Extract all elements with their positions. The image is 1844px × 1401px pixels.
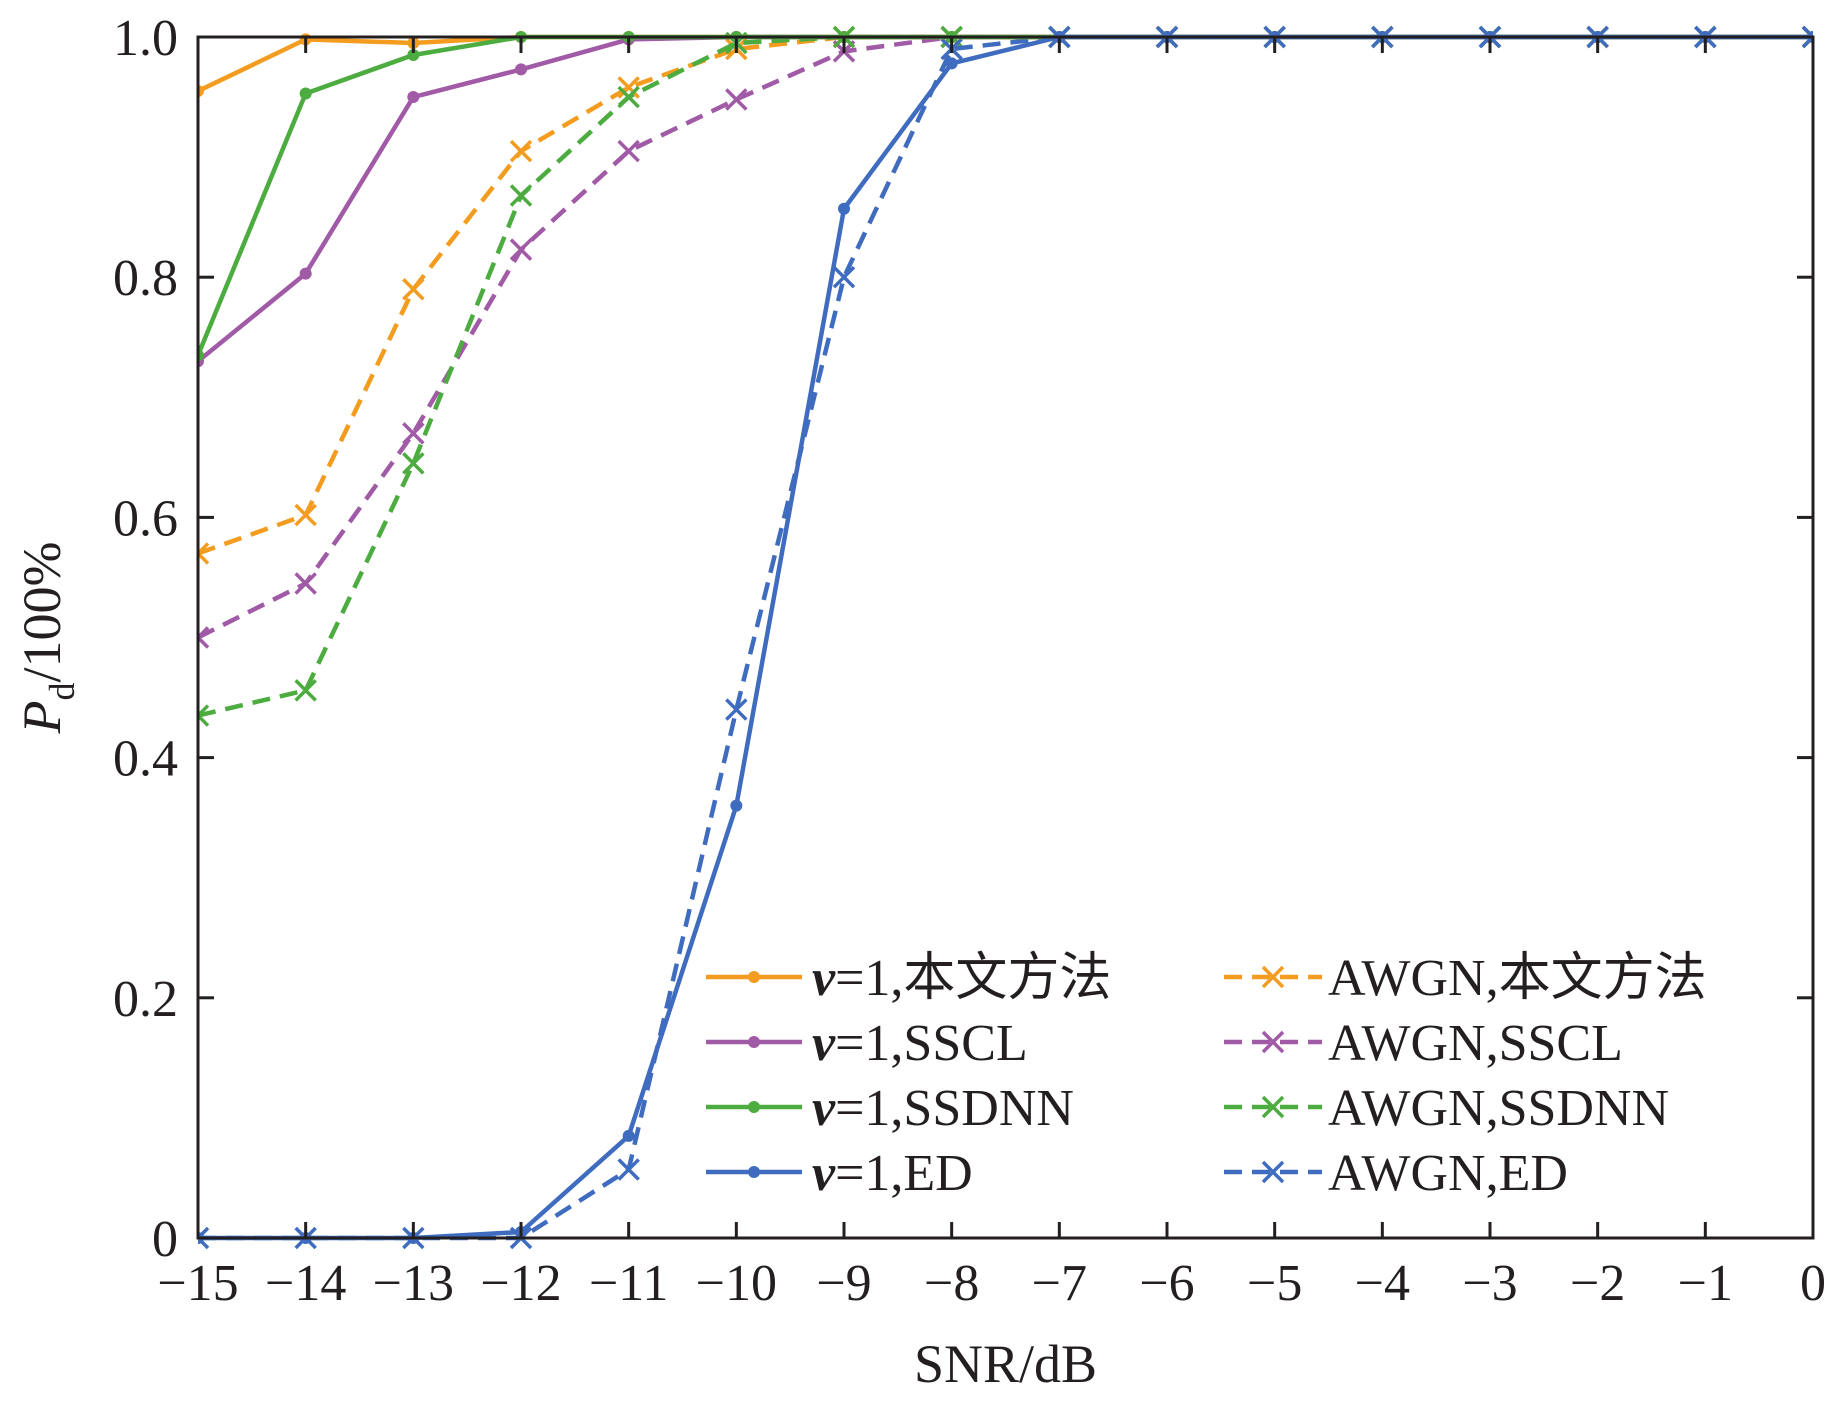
legend-marker (748, 1036, 760, 1048)
legend-marker (748, 1101, 760, 1113)
data-point (832, 265, 856, 289)
ticks-layer (196, 35, 1815, 1240)
legend-item: AWGN,ED (1224, 1145, 1568, 1202)
data-point (198, 542, 210, 565)
legend-item: v=1,本文方法 (706, 950, 1111, 1007)
y-tick-label: 0.2 (113, 971, 178, 1028)
x-tick-label: −2 (1570, 1255, 1625, 1312)
data-point (509, 238, 533, 261)
y-tick-label: 0 (152, 1211, 178, 1268)
x-tick-label: −9 (816, 1255, 871, 1312)
data-point (198, 1226, 210, 1250)
legend-label: v=1,SSCL (812, 1015, 1028, 1072)
x-tick-label: −6 (1139, 1255, 1194, 1312)
data-point (198, 626, 210, 649)
y-axis-label: Pd/100% (12, 542, 82, 735)
y-tick-label: 1.0 (113, 10, 178, 67)
data-point (515, 63, 527, 76)
x-tick-label: −12 (480, 1255, 561, 1312)
legend: v=1,本文方法 v=1,SSCL v=1,SSDNN v=1,ED AWGN,本文方法… (706, 950, 1707, 1202)
legend-item: v=1,SSDNN (706, 1080, 1074, 1137)
x-axis-label: SNR/dB (914, 1334, 1097, 1394)
x-tick-label: −4 (1355, 1255, 1410, 1312)
legend-label: v=1,ED (812, 1145, 973, 1202)
data-point (617, 76, 640, 99)
legend-item: v=1,SSCL (706, 1015, 1028, 1072)
series-line (198, 34, 1813, 640)
series-line (198, 34, 1813, 94)
y-tick-labels: 0 0.2 0.4 0.6 0.8 1.0 (113, 10, 178, 1268)
x-tick-label: −8 (924, 1255, 979, 1312)
y-tick-label: 0.6 (113, 490, 178, 547)
x-tick-label: −11 (589, 1255, 668, 1312)
data-point (294, 679, 317, 702)
data-point (1801, 25, 1813, 49)
legend-label: AWGN,本文方法 (1328, 950, 1707, 1007)
y-tick-label: 0.8 (113, 250, 178, 307)
y-axis-label-main: P (12, 701, 72, 735)
legend-marker (1261, 1160, 1285, 1184)
data-point (730, 799, 743, 812)
data-point (299, 267, 312, 280)
data-point (198, 704, 210, 727)
x-tick-label: −7 (1032, 1255, 1087, 1312)
data-point (945, 57, 958, 70)
x-tick-label: −1 (1678, 1255, 1733, 1312)
x-tick-label: 0 (1800, 1255, 1826, 1312)
legend-marker (1261, 1030, 1285, 1054)
legend-marker (1261, 965, 1285, 989)
x-tick-label: −14 (265, 1255, 346, 1312)
series-v1-1 (198, 31, 1813, 368)
legend-marker (748, 1166, 760, 1178)
legend-label: AWGN,SSCL (1328, 1015, 1623, 1072)
series-line (198, 34, 1813, 718)
legend-marker (1261, 1095, 1285, 1119)
data-point (509, 139, 533, 163)
x-tick-label: −15 (157, 1255, 238, 1312)
data-point (294, 572, 317, 595)
legend-item: AWGN,SSCL (1224, 1015, 1623, 1072)
x-tick-label: −10 (696, 1255, 777, 1312)
data-point (509, 184, 533, 207)
data-point (402, 277, 425, 301)
legend-item: AWGN,SSDNN (1224, 1080, 1669, 1137)
data-point (402, 452, 425, 475)
x-tick-label: −5 (1247, 1255, 1302, 1312)
series-v1-0 (198, 31, 1813, 98)
data-point (402, 422, 425, 445)
data-point (617, 139, 640, 163)
y-axis-label-rest: /100% (12, 542, 72, 683)
data-point (407, 91, 420, 104)
series-awgn-6 (198, 25, 1813, 727)
series-line (198, 34, 1813, 357)
legend-item: v=1,ED (706, 1145, 973, 1202)
data-point (617, 85, 640, 109)
x-tick-label: −3 (1462, 1255, 1517, 1312)
plot-frame (196, 35, 1815, 1240)
series-awgn-4 (198, 25, 1813, 565)
data-point (838, 202, 850, 215)
legend-label: v=1,本文方法 (812, 950, 1111, 1007)
data-point (725, 698, 748, 721)
y-axis-label-sub: d (42, 683, 82, 701)
series-line (198, 34, 1813, 364)
series-v1-2 (198, 31, 1813, 362)
legend-label: AWGN,SSDNN (1328, 1080, 1669, 1137)
data-point (294, 503, 317, 527)
legend-item: AWGN,本文方法 (1224, 950, 1707, 1007)
data-point (617, 1158, 640, 1181)
data-point (407, 49, 420, 62)
legend-marker (748, 971, 760, 983)
data-point (299, 87, 312, 100)
x-tick-label: −13 (373, 1255, 454, 1312)
y-tick-label: 0.4 (113, 731, 178, 788)
series-awgn-5 (198, 25, 1813, 649)
legend-label: v=1,SSDNN (812, 1080, 1074, 1137)
x-tick-labels: −15 −14 −13 −12 −11 −10 −9 −8 −7 −6 −5 −4 −3 −2 −1 0 (157, 1255, 1826, 1312)
data-point (725, 88, 748, 111)
data-point (622, 1129, 635, 1142)
legend-label: AWGN,ED (1328, 1145, 1568, 1202)
series-line (198, 34, 1813, 556)
